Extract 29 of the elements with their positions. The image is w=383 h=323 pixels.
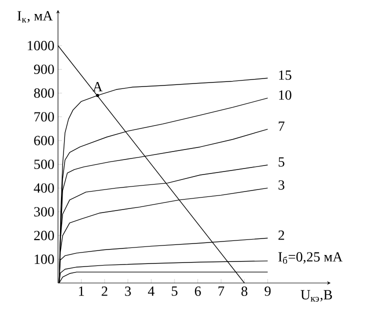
series-label: I$_{б}$=0,25 мА — [278, 252, 343, 264]
y-tick-label: 700 — [34, 112, 54, 122]
y-tick-label: 100 — [34, 254, 54, 264]
x-tick-label: 2 — [102, 286, 108, 296]
x-tick-label: 7 — [218, 286, 224, 296]
series-label: 2 — [278, 230, 284, 240]
y-tick-label: 300 — [34, 207, 54, 216]
x-tick-label: 6 — [194, 286, 201, 296]
series-label: 3 — [278, 180, 284, 190]
x-tick-label: 3 — [125, 286, 131, 296]
x-tick-label: 8 — [241, 286, 248, 296]
y-tick-label: 1000 — [28, 40, 54, 50]
y-axis-title: I$_{к}$, мА — [18, 11, 53, 23]
y-tick-label: 200 — [34, 230, 54, 240]
series-label: 15 — [279, 70, 292, 80]
x-tick-label: 5 — [172, 286, 178, 296]
y-tick-label: 600 — [34, 136, 54, 146]
x-tick-label: 9 — [264, 286, 271, 296]
y-tick-label: 500 — [34, 160, 54, 170]
y-tick-label: 400 — [34, 183, 54, 193]
x-tick-label: 1 — [79, 286, 84, 296]
y-tick-label: 900 — [34, 64, 54, 74]
series-label: 10 — [279, 90, 292, 100]
y-tick-label: 800 — [34, 88, 54, 98]
series-label: 7 — [278, 122, 284, 131]
x-tick-label: 4 — [148, 286, 154, 296]
series-label: 5 — [278, 157, 284, 167]
annotation: A — [92, 82, 103, 92]
x-axis-title: U$_{кэ}$,В — [300, 290, 332, 302]
